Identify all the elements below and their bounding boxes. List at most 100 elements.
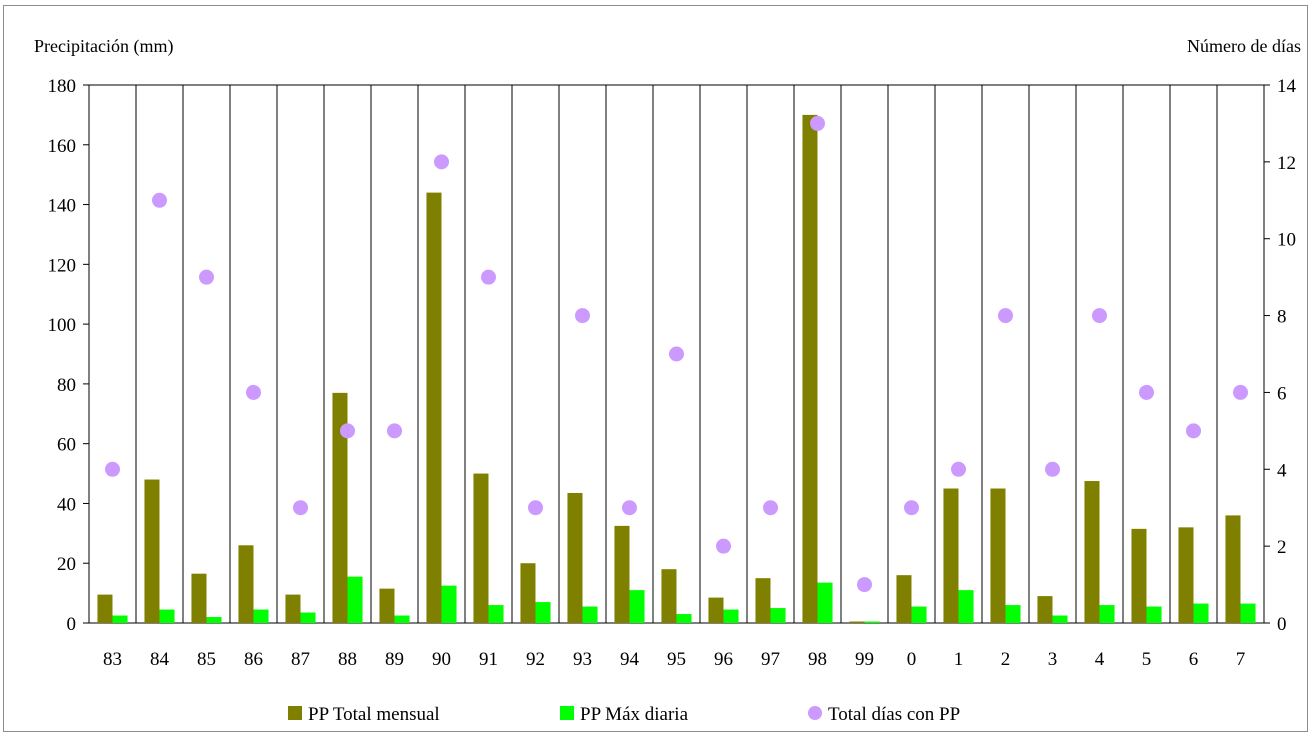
x-axis-tick-label: 2 xyxy=(1001,649,1011,670)
bar-pp-max-diaria xyxy=(347,576,363,623)
legend: PP Total mensual PP Máx diaria Total días … xyxy=(288,704,960,725)
legend-label-total-dias: Total días con PP xyxy=(828,704,960,725)
bar-pp-total-mensual xyxy=(191,573,207,623)
point-total-dias xyxy=(434,154,449,170)
bar-pp-max-diaria xyxy=(159,609,175,623)
x-axis-tick-label: 92 xyxy=(526,649,545,670)
bar-pp-max-diaria xyxy=(770,608,786,623)
bar-pp-total-mensual xyxy=(708,597,724,623)
left-axis-tick-label: 80 xyxy=(57,375,76,396)
left-axis-tick-label: 180 xyxy=(48,76,77,97)
bar-pp-max-diaria xyxy=(1052,615,1068,623)
left-axis-tick-label: 40 xyxy=(57,494,76,515)
legend-swatch-pp-total-mensual xyxy=(288,706,302,720)
right-axis-tick-label: 14 xyxy=(1277,76,1297,97)
bar-pp-total-mensual xyxy=(802,114,818,623)
point-total-dias xyxy=(575,308,590,324)
x-axis-tick-label: 7 xyxy=(1236,649,1246,670)
left-axis-tick-label: 20 xyxy=(57,554,76,575)
bar-pp-max-diaria xyxy=(958,590,974,623)
point-total-dias xyxy=(293,500,308,516)
x-axis-tick-label: 6 xyxy=(1189,649,1199,670)
x-axis-tick-label: 91 xyxy=(479,649,498,670)
right-axis-tick-label: 12 xyxy=(1277,153,1296,174)
left-axis-tick-label: 0 xyxy=(67,614,77,635)
x-axis-tick-label: 0 xyxy=(907,649,917,670)
left-axis-tick-label: 100 xyxy=(48,315,77,336)
bar-pp-max-diaria xyxy=(1005,605,1021,623)
bar-pp-total-mensual xyxy=(567,492,583,623)
bar-pp-max-diaria xyxy=(1193,603,1209,623)
x-axis-tick-label: 83 xyxy=(103,649,122,670)
bar-pp-max-diaria xyxy=(629,590,645,623)
bar-pp-max-diaria xyxy=(582,606,598,623)
bar-pp-total-mensual xyxy=(1178,527,1194,623)
bar-pp-total-mensual xyxy=(1084,481,1100,623)
left-axis-tick-label: 160 xyxy=(48,136,77,157)
x-axis-tick-label: 88 xyxy=(338,649,357,670)
x-axis-tick-label: 89 xyxy=(385,649,404,670)
bar-pp-max-diaria xyxy=(441,585,457,623)
bar-pp-max-diaria xyxy=(864,621,880,623)
point-total-dias xyxy=(669,346,684,362)
point-total-dias xyxy=(1186,423,1201,439)
bar-pp-total-mensual xyxy=(520,563,536,623)
bar-pp-total-mensual xyxy=(755,578,771,623)
bar-pp-max-diaria xyxy=(817,582,833,623)
x-axis-tick-label: 95 xyxy=(667,649,686,670)
left-axis-tick-label: 120 xyxy=(48,255,77,276)
right-axis-title: Número de días xyxy=(1187,36,1301,56)
point-total-dias xyxy=(340,423,355,439)
bar-pp-max-diaria xyxy=(394,615,410,623)
x-axis-tick-label: 4 xyxy=(1095,649,1105,670)
left-axis-title: Precipitación (mm) xyxy=(34,36,173,57)
bar-pp-total-mensual xyxy=(238,545,254,623)
bar-pp-total-mensual xyxy=(97,594,113,623)
bar-pp-total-mensual xyxy=(332,392,348,623)
bar-pp-total-mensual xyxy=(661,569,677,623)
point-total-dias xyxy=(481,269,496,285)
x-axis-tick-label: 90 xyxy=(432,649,451,670)
point-total-dias xyxy=(387,423,402,439)
bar-pp-total-mensual xyxy=(1225,515,1241,623)
left-axis-tick-label: 140 xyxy=(48,196,77,217)
point-total-dias xyxy=(951,461,966,477)
x-axis-tick-label: 99 xyxy=(855,649,874,670)
x-axis-tick-label: 93 xyxy=(573,649,592,670)
bar-pp-total-mensual xyxy=(473,473,489,623)
right-axis-tick-label: 0 xyxy=(1277,614,1287,635)
legend-label-pp-total-mensual: PP Total mensual xyxy=(308,704,440,725)
bar-pp-total-mensual xyxy=(379,588,395,623)
bar-pp-max-diaria xyxy=(488,605,504,623)
right-axis-tick-label: 8 xyxy=(1277,307,1287,328)
left-axis-tick-label: 60 xyxy=(57,435,76,456)
x-axis-tick-label: 84 xyxy=(150,649,170,670)
x-axis-tick-label: 85 xyxy=(197,649,216,670)
point-total-dias xyxy=(528,500,543,516)
bar-pp-max-diaria xyxy=(206,617,222,623)
x-axis-tick-label: 5 xyxy=(1142,649,1152,670)
right-axis-tick-label: 10 xyxy=(1277,230,1296,251)
bar-pp-max-diaria xyxy=(1099,605,1115,623)
legend-label-pp-max-diaria: PP Máx diaria xyxy=(580,704,689,725)
x-axis-tick-label: 97 xyxy=(761,649,780,670)
point-total-dias xyxy=(1139,384,1154,400)
bar-pp-max-diaria xyxy=(253,609,269,623)
x-axis-tick-label: 86 xyxy=(244,649,263,670)
point-total-dias xyxy=(199,269,214,285)
point-total-dias xyxy=(246,384,261,400)
point-total-dias xyxy=(1045,461,1060,477)
point-total-dias xyxy=(810,115,825,131)
point-total-dias xyxy=(998,308,1013,324)
legend-swatch-total-dias xyxy=(808,706,822,720)
bar-pp-total-mensual xyxy=(426,192,442,623)
point-total-dias xyxy=(152,192,167,208)
point-total-dias xyxy=(857,577,872,593)
right-axis-tick-label: 4 xyxy=(1277,460,1287,481)
bar-pp-max-diaria xyxy=(723,609,739,623)
x-axis-tick-label: 96 xyxy=(714,649,733,670)
bar-pp-max-diaria xyxy=(112,615,128,623)
point-total-dias xyxy=(1092,308,1107,324)
